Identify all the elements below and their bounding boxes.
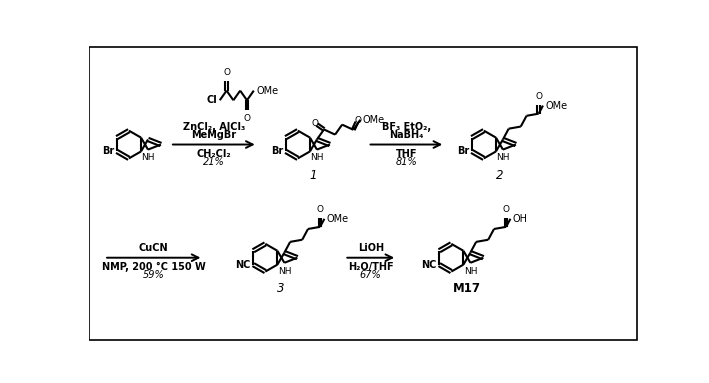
Text: O: O [317, 205, 323, 214]
Text: NH: NH [278, 267, 291, 276]
Text: THF: THF [396, 149, 417, 159]
Text: OH: OH [513, 214, 527, 224]
Text: CH₂Cl₂: CH₂Cl₂ [196, 149, 231, 159]
Text: NC: NC [235, 260, 251, 270]
Text: M17: M17 [453, 282, 481, 295]
Text: MeMgBr: MeMgBr [191, 130, 236, 140]
Text: 59%: 59% [143, 270, 164, 280]
Text: 21%: 21% [203, 157, 225, 167]
Text: 1: 1 [310, 169, 317, 182]
Text: CuCN: CuCN [139, 243, 169, 253]
Text: 67%: 67% [360, 270, 381, 280]
Text: BF₃ EtO₂,: BF₃ EtO₂, [382, 122, 431, 132]
Text: Br: Br [272, 146, 284, 156]
Text: NH: NH [496, 154, 510, 162]
Text: O: O [312, 119, 319, 128]
Text: 3: 3 [277, 282, 284, 295]
Text: Cl: Cl [207, 95, 218, 105]
Text: OMe: OMe [362, 115, 385, 125]
Text: OMe: OMe [327, 214, 349, 224]
Text: Br: Br [457, 146, 469, 156]
Text: O: O [503, 205, 510, 214]
Text: NMP, 200 °C 150 W: NMP, 200 °C 150 W [102, 262, 206, 272]
Text: OMe: OMe [256, 86, 278, 96]
Text: NH: NH [141, 154, 155, 162]
Text: NC: NC [422, 260, 437, 270]
Text: 2: 2 [496, 169, 503, 182]
Text: 81%: 81% [396, 157, 418, 167]
Text: NH: NH [310, 154, 324, 162]
Text: H₂O/THF: H₂O/THF [348, 262, 393, 272]
Text: OMe: OMe [545, 101, 567, 111]
Text: LiOH: LiOH [357, 243, 384, 253]
Text: ZnCl₂, AlCl₃: ZnCl₂, AlCl₃ [183, 122, 245, 132]
Text: O: O [535, 92, 542, 101]
Text: O: O [223, 68, 230, 77]
Text: O: O [354, 116, 361, 125]
Text: Br: Br [102, 146, 115, 156]
Text: NH: NH [464, 267, 477, 276]
Text: O: O [243, 113, 250, 123]
Text: NaBH₄: NaBH₄ [389, 130, 423, 140]
